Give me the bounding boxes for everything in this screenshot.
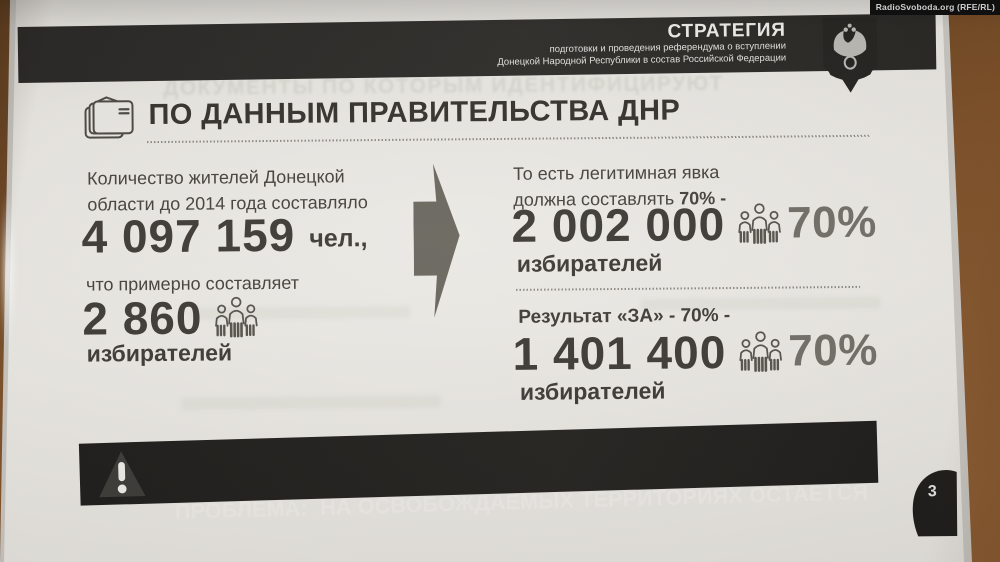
voters-value: 2 860 — [82, 291, 203, 345]
heading-dotted-rule — [146, 134, 871, 144]
bleed-through-smudge — [181, 395, 442, 410]
result-label: избирателей — [519, 377, 666, 405]
problem-line2: ПРИМЕРНО 1/3 ЖИТЕЛЕЙ. — [177, 557, 871, 562]
voters-label: избирателей — [86, 339, 233, 367]
people-group-icon — [739, 331, 782, 372]
problem-line1: ПРОБЛЕМА: НА ОСВОБОЖДАЕМЫХ ТЕРРИТОРИЯХ О… — [174, 479, 869, 524]
folder-stack-icon — [84, 96, 134, 139]
turnout-row: 2 002 000 70% — [511, 197, 877, 252]
turnout-value: 2 002 000 — [511, 198, 726, 252]
problem-text: ПРОБЛЕМА: НА ОСВОБОЖДАЕМЫХ ТЕРРИТОРИЯХ О… — [173, 427, 872, 562]
result-intro: Результат «ЗА» - 70% - — [518, 304, 731, 328]
arrow-right-icon — [413, 163, 460, 318]
population-unit: чел., — [309, 224, 368, 253]
turnout-percent: 70% — [786, 197, 877, 248]
section-title: ПО ДАННЫМ ПРАВИТЕЛЬСТВА ДНР — [148, 94, 681, 132]
people-group-icon — [215, 296, 258, 338]
page-number: 3 — [927, 483, 937, 501]
population-row: 4 097 159 чел., — [81, 208, 368, 263]
dnr-eagle-emblem-icon — [822, 17, 878, 93]
page-curl-highlight — [0, 190, 16, 350]
strategy-header-band: СТРАТЕГИЯ подготовки и проведения рефере… — [17, 13, 937, 93]
result-value: 1 401 400 — [512, 326, 727, 380]
strategy-header-text: СТРАТЕГИЯ подготовки и проведения рефере… — [497, 20, 786, 69]
voters-row: 2 860 — [82, 291, 265, 345]
turnout-label: избирателей — [516, 249, 663, 277]
broadcaster-watermark: RadioSvoboda.org (RFE/RL) — [869, 0, 1000, 15]
warning-exclamation-icon — [99, 451, 146, 498]
problem-banner: ПРОБЛЕМА: НА ОСВОБОЖДАЕМЫХ ТЕРРИТОРИЯХ О… — [78, 420, 879, 524]
page-corner-tab: 3 — [907, 469, 960, 539]
population-value: 4 097 159 — [81, 208, 296, 263]
people-group-icon — [738, 203, 781, 244]
turnout-intro-line1: То есть легитимная явка — [512, 162, 720, 184]
result-row: 1 401 400 70% — [512, 325, 879, 380]
right-dotted-rule — [516, 285, 861, 291]
page-corner-shape — [912, 470, 958, 537]
result-percent: 70% — [788, 325, 879, 376]
population-intro-line1: Количество жителей Донецкой — [87, 166, 345, 189]
